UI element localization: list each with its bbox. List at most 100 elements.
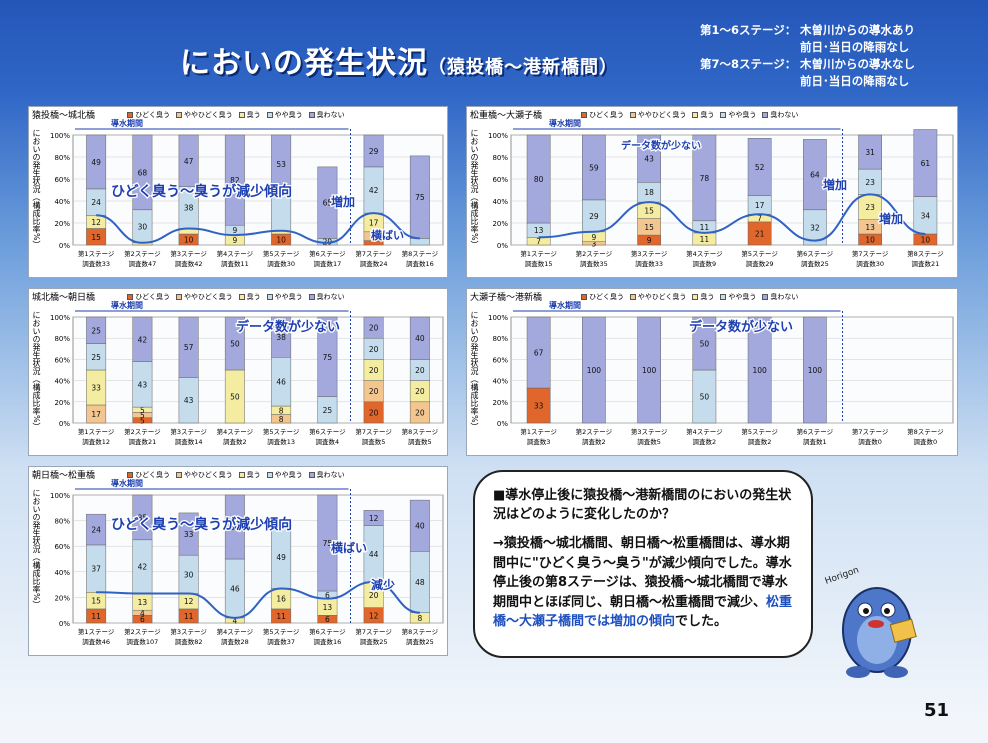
survey-count-label: 調査数4 — [316, 437, 340, 446]
bar-data-label: 11 — [700, 223, 710, 232]
y-tick-label: 20% — [492, 399, 508, 407]
survey-count-label: 調査数2 — [223, 437, 247, 446]
bar-segment — [317, 166, 338, 239]
x-tick-label: 第7ステージ — [355, 627, 392, 636]
bar-data-label: 4 — [232, 616, 237, 625]
bar-data-label: 78 — [700, 174, 710, 183]
survey-count-label: 調査数107 — [126, 637, 158, 646]
bar-data-label: 43 — [184, 396, 194, 405]
bar-segment — [747, 316, 772, 424]
y-tick-label: 0% — [59, 620, 70, 628]
legend-swatch — [238, 294, 245, 300]
x-tick-label: 第7ステージ — [355, 427, 392, 436]
x-tick-label: 第6ステージ — [797, 249, 834, 258]
bar-segment — [271, 316, 292, 358]
dosui-label: 導水期間 — [549, 118, 581, 128]
legend-label: ややひどく臭う — [637, 111, 687, 119]
survey-count-label: 調査数13 — [267, 437, 295, 446]
bar-segment — [86, 316, 107, 344]
x-tick-label: 第2ステージ — [124, 427, 161, 436]
chart-title: 城北橋～朝日橋 — [32, 293, 96, 303]
legend-label: 臭わない — [316, 293, 345, 301]
x-tick-label: 第4ステージ — [686, 249, 723, 258]
y-tick-label: 80% — [54, 335, 70, 343]
bar-data-label: 8 — [279, 415, 284, 424]
bar-data-label: 42 — [369, 186, 379, 195]
x-tick-label: 第4ステージ — [217, 249, 254, 258]
bar-data-label: 15 — [644, 223, 654, 232]
chart-legend: ひどく臭う ややひどく臭う 臭う やや臭う 臭わない — [121, 292, 345, 302]
bar-data-label: 100 — [752, 366, 767, 375]
bar-segment — [582, 134, 606, 201]
survey-count-label: 調査数25 — [360, 637, 388, 646]
bar-data-label: 16 — [276, 595, 286, 604]
bar-data-label: 5 — [140, 406, 145, 415]
legend-label: ひどく臭う — [589, 111, 624, 119]
legend-swatch — [238, 472, 245, 478]
bar-data-label: 10 — [865, 236, 875, 245]
page-number: 51 — [924, 700, 950, 721]
survey-count-label: 調査数21 — [911, 259, 939, 268]
bar-data-label: 10 — [921, 236, 931, 245]
bar-data-label: 50 — [230, 393, 240, 402]
legend-label: やや臭う — [728, 293, 757, 301]
bar-data-label: 50 — [700, 393, 710, 402]
bar-data-label: 43 — [138, 380, 148, 389]
bar-segment — [86, 134, 107, 190]
bar-segment — [409, 316, 430, 360]
bar-data-label: 12 — [369, 514, 379, 523]
legend-swatch — [629, 294, 636, 300]
y-tick-label: 0% — [497, 242, 508, 250]
survey-count-label: 調査数28 — [221, 637, 249, 646]
x-tick-label: 第3ステージ — [631, 249, 668, 258]
bar-segment — [224, 316, 245, 371]
legend-swatch — [127, 294, 134, 300]
x-tick-label: 第8ステージ — [907, 427, 944, 436]
bar-data-label: 9 — [232, 236, 237, 245]
bar-data-label: 65 — [323, 199, 333, 208]
bar-data-label: 42 — [138, 335, 148, 344]
y-tick-label: 60% — [54, 356, 70, 364]
y-tick-label: 60% — [492, 176, 508, 184]
bar-data-label: 20 — [369, 591, 379, 600]
bar-data-label: 20 — [369, 345, 379, 354]
y-tick-label: 20% — [54, 220, 70, 228]
legend-label: ややひどく臭う — [183, 471, 233, 479]
survey-count-label: 調査数17 — [313, 259, 341, 268]
bar-segment — [637, 134, 661, 183]
plot-area — [510, 134, 954, 246]
x-tick-label: 第3ステージ — [170, 627, 207, 636]
survey-count-label: 調査数29 — [746, 259, 774, 268]
bar-segment — [178, 512, 199, 556]
bar-data-label: 9 — [232, 226, 237, 235]
y-tick-label: 60% — [54, 543, 70, 551]
legend-label: やや臭う — [274, 471, 303, 479]
legend-label: やや臭う — [274, 111, 303, 119]
survey-count-label: 調査数3 — [527, 437, 551, 446]
x-tick-label: 第4ステージ — [686, 427, 723, 436]
bar-segment — [582, 316, 606, 424]
x-tick-label: 第1ステージ — [78, 249, 115, 258]
survey-count-label: 調査数12 — [82, 437, 110, 446]
bar-segment — [224, 134, 245, 226]
bar-data-label: 4 — [140, 609, 145, 618]
survey-count-label: 調査数15 — [525, 259, 553, 268]
bar-data-label: 30 — [184, 570, 194, 579]
trend-curve — [96, 212, 420, 244]
chart-annotation: 減少 — [371, 577, 395, 592]
survey-count-label: 調査数1 — [803, 437, 827, 446]
note1-line2: 前日･当日の降雨なし — [800, 40, 910, 54]
chart-annotation: ひどく臭う～臭うが減少傾向 — [111, 183, 292, 200]
dosui-label: 導水期間 — [549, 300, 581, 310]
legend-swatch — [762, 294, 769, 300]
bar-segment — [363, 510, 384, 526]
bar-segment — [271, 134, 292, 194]
survey-count-label: 調査数21 — [128, 437, 156, 446]
title-subtitle: （猿投橋～港新橋間） — [428, 57, 618, 78]
survey-count-label: 調査数2 — [693, 437, 717, 446]
bar-segment — [86, 513, 107, 546]
legend-label: 臭わない — [316, 471, 345, 479]
survey-count-label: 調査数16 — [313, 637, 341, 646]
bar-data-label: 7 — [757, 214, 762, 223]
